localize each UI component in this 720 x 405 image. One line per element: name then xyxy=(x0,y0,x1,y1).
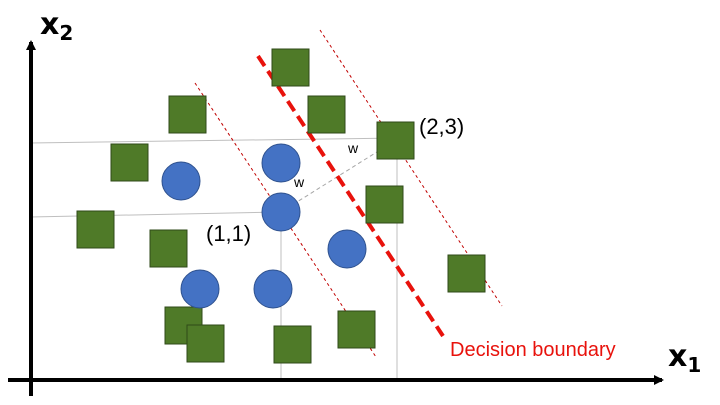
class-circles xyxy=(161,143,367,309)
y-axis-label: x2 xyxy=(40,7,73,45)
decision-boundary-label: Decision boundary xyxy=(450,339,616,361)
square-point xyxy=(447,254,486,293)
decision-boundary-line xyxy=(256,54,445,338)
square-point xyxy=(337,310,376,349)
point-label-1-1: (1,1) xyxy=(206,221,251,246)
square-point xyxy=(365,185,404,224)
square-point xyxy=(307,95,346,134)
guide-line-y1 xyxy=(29,211,283,218)
square-point xyxy=(110,143,149,182)
axes xyxy=(8,40,664,396)
square-point xyxy=(186,324,225,363)
square-point xyxy=(168,95,207,134)
square-point xyxy=(273,325,312,364)
margin-line-right xyxy=(319,29,503,307)
circle-point xyxy=(253,269,293,309)
point-label-2-3: (2,3) xyxy=(419,114,464,139)
circle-point xyxy=(180,269,220,309)
square-point xyxy=(76,210,115,249)
guide-line-y3 xyxy=(29,137,397,144)
margin-width-label-upper: w xyxy=(347,140,359,156)
circle-point xyxy=(161,161,201,201)
circle-point xyxy=(327,229,367,269)
square-point xyxy=(376,121,415,160)
circle-point xyxy=(261,192,301,232)
class-squares xyxy=(76,48,486,364)
square-point xyxy=(271,48,310,87)
square-point xyxy=(149,229,188,268)
x-axis-label: x1 xyxy=(668,339,701,377)
circle-point xyxy=(261,143,301,183)
margin-width-label-lower: w xyxy=(293,174,305,190)
